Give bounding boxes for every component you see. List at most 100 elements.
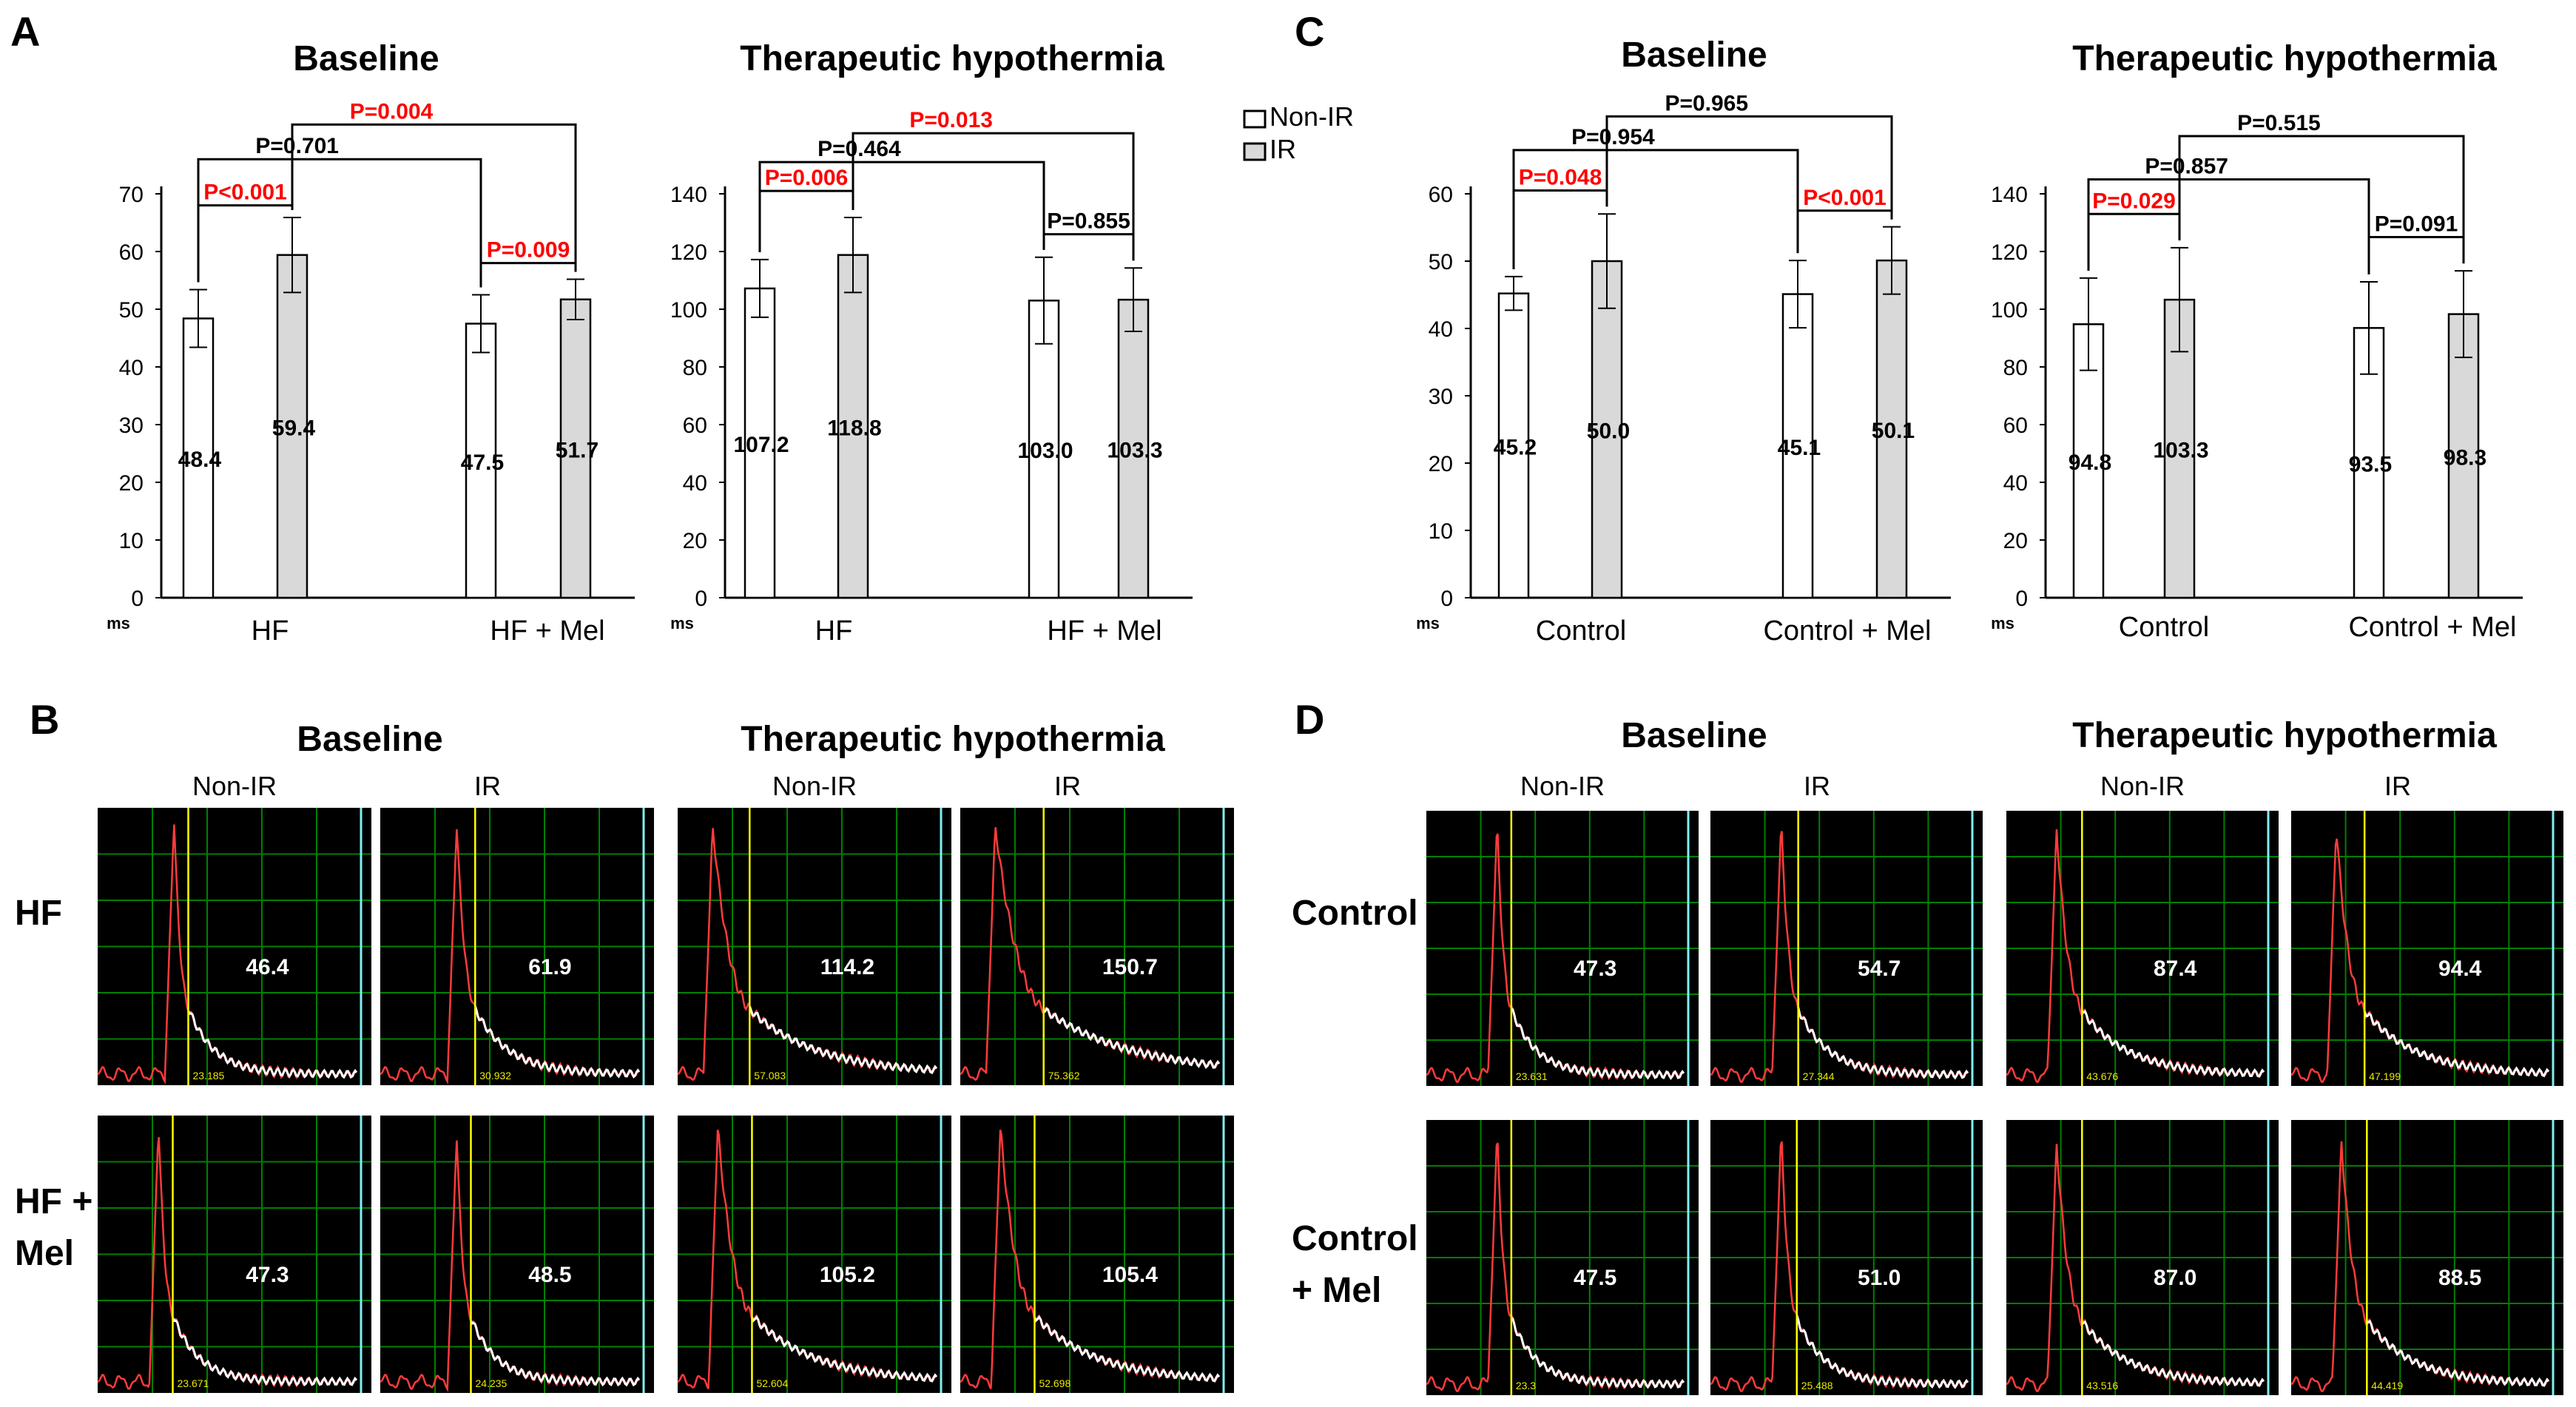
legend-swatch-non-ir <box>1243 109 1267 129</box>
fit-curve <box>1510 1008 1685 1080</box>
chart-title: Therapeutic hypothermia <box>740 39 1164 78</box>
bar-value-label: 47.5 <box>461 451 504 475</box>
panel-letter-a: A <box>10 8 40 55</box>
bar-value-label: 98.3 <box>2444 445 2486 470</box>
trace-row-label: + Mel <box>1292 1271 1381 1310</box>
time-stamp: 30.932 <box>479 1070 511 1082</box>
bar-value-label: 48.4 <box>178 448 222 472</box>
trace-row-label: Mel <box>15 1234 74 1273</box>
panel-letter-c: C <box>1295 8 1324 55</box>
legend-label-ir: IR <box>1270 134 1296 164</box>
trace-plot: 54.7 27.344 <box>1710 811 1983 1086</box>
trace-column-label: IR <box>474 771 501 801</box>
bar-chart-4: Therapeutic hypothermia 0 20 40 60 80 100 120 14… <box>1991 39 2523 643</box>
bracket-line <box>1512 189 1608 269</box>
trace-row-label: Control <box>1292 1219 1418 1258</box>
x-category-label: Control + Mel <box>2348 612 2516 643</box>
y-tick-label: 20 <box>2003 529 2028 553</box>
trace-column-label: IR <box>1804 771 1830 801</box>
trace-plot: 47.3 23.671 <box>97 1116 371 1393</box>
time-stamp: 75.362 <box>1048 1070 1080 1082</box>
trace-plot: 48.5 24.235 <box>380 1116 654 1393</box>
significance-bracket: P=0.954 <box>1512 125 1799 269</box>
time-stamp: 27.344 <box>1803 1070 1835 1082</box>
y-tick-label: 40 <box>2003 471 2028 496</box>
bracket-line <box>1042 233 1135 261</box>
trace-panels: Baseline Therapeutic hypothermia Non-IR IR N… <box>15 716 2563 1395</box>
y-tick-label: 20 <box>683 529 707 553</box>
bar-ir <box>1591 260 1623 599</box>
p-value-label: P=0.048 <box>1519 165 1602 189</box>
y-tick-label: 120 <box>670 240 707 265</box>
bar-chart-1: Baseline 0 10 20 30 40 50 60 70 ms HF HF + Mel 48.4 5… <box>107 39 635 647</box>
significance-bracket: P=0.965 <box>1605 91 1893 220</box>
chart-title: Therapeutic hypothermia <box>2072 39 2497 78</box>
trace-plot: 150.7 75.362 <box>960 808 1234 1085</box>
fit-curve <box>187 1010 358 1079</box>
bar-value-label: 50.1 <box>1872 419 1915 443</box>
apd-value: 105.2 <box>820 1263 875 1287</box>
apd-value: 47.3 <box>246 1263 289 1287</box>
apd-value: 47.5 <box>1574 1266 1616 1290</box>
bracket-line <box>2178 135 2465 264</box>
significance-bracket: P=0.515 <box>2178 111 2465 264</box>
y-tick-label: 30 <box>119 414 144 438</box>
p-value-label: P=0.965 <box>1665 91 1748 115</box>
bracket-line <box>291 123 577 272</box>
bracket-line <box>2087 178 2370 274</box>
apd-value: 51.0 <box>1858 1266 1901 1290</box>
trace-plot: 47.5 23.3 <box>1426 1120 1699 1395</box>
trace-column-label: Non-IR <box>772 771 857 801</box>
fit-curve <box>2081 1010 2265 1078</box>
time-stamp: 43.676 <box>2086 1070 2118 1082</box>
panel-letter-b: B <box>30 696 59 743</box>
y-tick-label: 40 <box>683 471 707 496</box>
y-tick-label: 10 <box>119 529 144 553</box>
bracket-line <box>197 158 482 288</box>
apd-value: 61.9 <box>528 955 571 979</box>
bracket-line <box>1796 209 1893 254</box>
trace-plot: 47.3 23.631 <box>1426 811 1699 1086</box>
significance-bracket: P=0.009 <box>479 238 577 288</box>
fit-curve <box>748 1005 938 1075</box>
apd-value: 48.5 <box>528 1263 571 1287</box>
y-tick-label: 40 <box>119 356 144 380</box>
legend: Non-IR IR <box>1243 101 1354 164</box>
y-tick-label: 0 <box>1440 587 1453 611</box>
y-tick-label: 30 <box>1429 385 1453 409</box>
trace-plot: 51.0 25.488 <box>1710 1120 1983 1395</box>
y-tick-label: 20 <box>1429 452 1453 476</box>
x-category-label: HF <box>252 615 289 647</box>
x-category-label: Control <box>1536 615 1627 647</box>
bar-ir <box>559 298 592 599</box>
time-stamp: 47.199 <box>2369 1070 2401 1082</box>
significance-bracket: P<0.001 <box>1796 186 1893 254</box>
trace-plot: 87.4 43.676 <box>2006 811 2279 1086</box>
apd-value: 150.7 <box>1102 955 1158 979</box>
significance-bracket: P=0.464 <box>758 137 1045 252</box>
y-tick-label: 0 <box>695 587 707 611</box>
p-value-label: P=0.029 <box>2092 189 2176 213</box>
p-value-label: P=0.464 <box>817 137 901 161</box>
y-axis-unit: ms <box>1991 614 2014 632</box>
x-category-label: Control + Mel <box>1763 615 1931 647</box>
x-category-label: HF + Mel <box>490 615 604 647</box>
trace-row-label: Control <box>1292 894 1418 933</box>
apd-value: 87.0 <box>2154 1266 2196 1290</box>
trace-column-label: IR <box>2384 771 2411 801</box>
time-stamp: 57.083 <box>754 1070 786 1082</box>
bar-non-ir <box>465 323 497 599</box>
y-tick-label: 50 <box>119 298 144 323</box>
p-value-label: P=0.009 <box>487 238 570 263</box>
bar-non-ir <box>1497 292 1530 599</box>
y-axis-unit: ms <box>670 614 694 632</box>
fit-curve <box>1797 1007 1969 1080</box>
trace-row-label: HF <box>15 894 62 933</box>
trace-plot: 87.0 43.516 <box>2006 1120 2279 1395</box>
time-stamp: 44.419 <box>2371 1380 2403 1391</box>
p-value-label: P=0.013 <box>909 108 993 132</box>
time-stamp: 52.604 <box>756 1377 788 1389</box>
apd-value: 94.4 <box>2438 956 2482 981</box>
trace-column-label: Non-IR <box>192 771 277 801</box>
